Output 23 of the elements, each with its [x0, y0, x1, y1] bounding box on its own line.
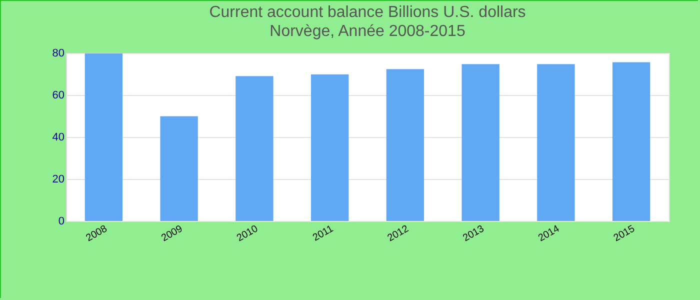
bar — [462, 64, 500, 221]
x-tick-label: 2011 — [311, 223, 336, 244]
bar — [160, 116, 198, 221]
y-tick-label: 80 — [52, 48, 64, 60]
x-tick-label: 2008 — [84, 223, 110, 244]
bar — [386, 69, 424, 221]
y-tick-label: 40 — [52, 132, 64, 144]
x-tick-label: 2014 — [536, 223, 562, 244]
bar — [84, 53, 123, 221]
y-tick-label: 0 — [58, 216, 64, 228]
y-tick-label: 20 — [52, 174, 64, 186]
bar — [236, 76, 274, 221]
x-tick-label: 2015 — [612, 223, 638, 244]
x-tick-label: 2010 — [235, 223, 260, 244]
bar — [612, 62, 650, 221]
chart-title: Current account balance Billions U.S. dollars — [209, 4, 526, 21]
bar — [310, 74, 349, 221]
x-tick-label: 2009 — [160, 223, 185, 244]
x-tick-label: 2012 — [386, 223, 412, 244]
y-tick-label: 60 — [52, 90, 64, 102]
x-tick-label: 2013 — [461, 223, 486, 244]
bar — [537, 64, 575, 221]
chart-subtitle: Norvège, Année 2008-2015 — [270, 23, 466, 40]
